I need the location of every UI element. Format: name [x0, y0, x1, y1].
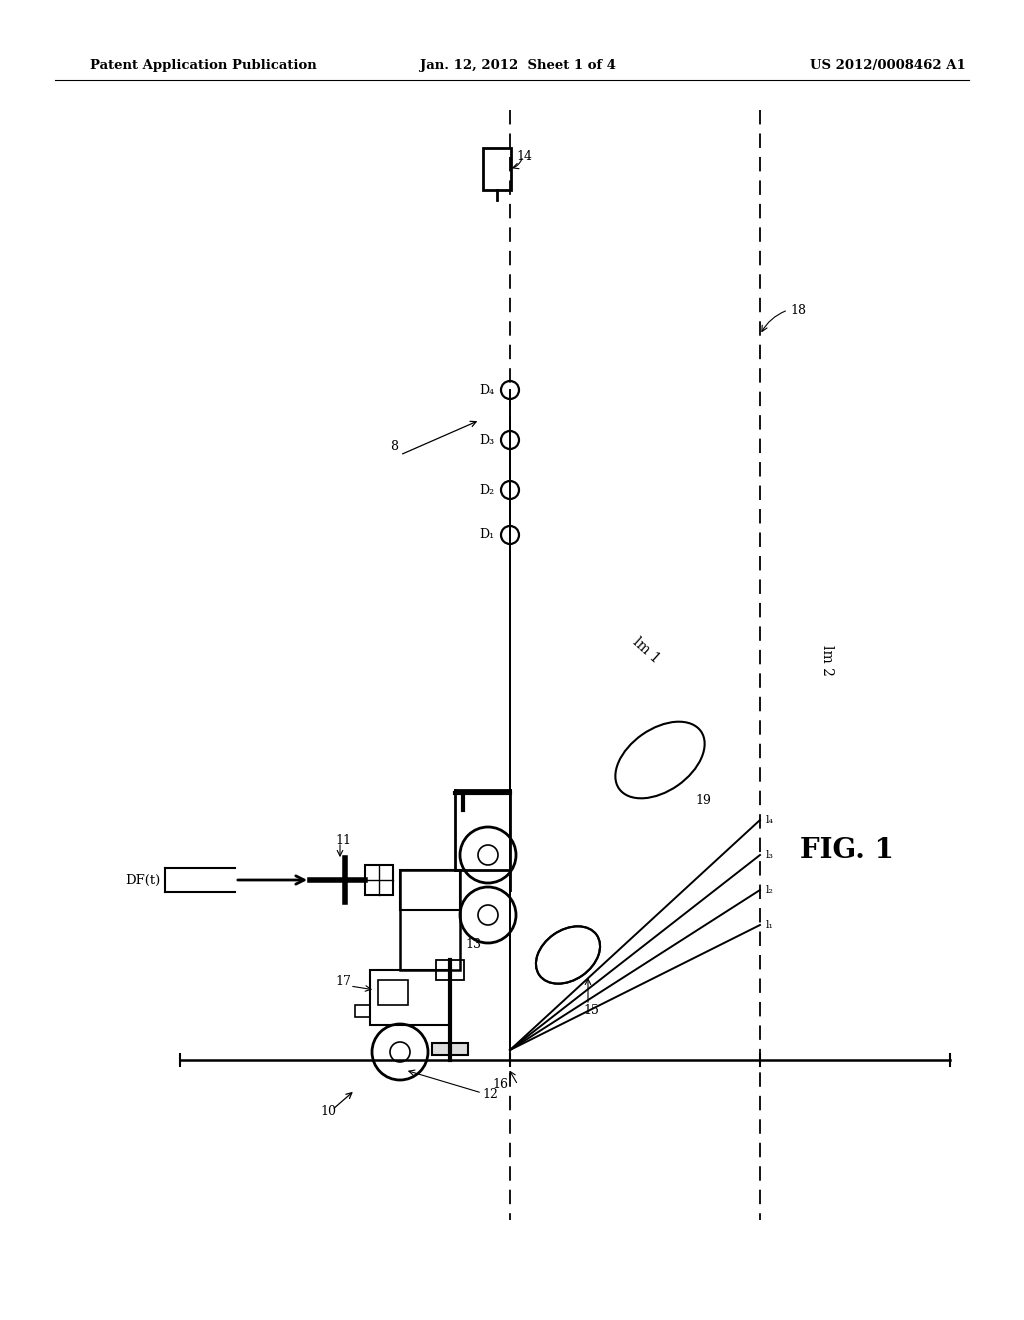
Bar: [370, 970, 450, 1026]
Text: 19: 19: [695, 793, 711, 807]
Text: l₄: l₄: [766, 814, 774, 825]
Text: D₁: D₁: [479, 528, 494, 541]
Bar: [378, 979, 408, 1005]
Text: 15: 15: [583, 1003, 599, 1016]
Bar: [355, 1005, 370, 1016]
Bar: [400, 870, 460, 970]
Bar: [400, 870, 460, 909]
Text: lm 1: lm 1: [630, 635, 663, 665]
Bar: [483, 148, 511, 190]
Text: l₂: l₂: [766, 884, 774, 895]
Text: DF(t): DF(t): [125, 874, 160, 887]
Text: l₁: l₁: [766, 920, 774, 931]
Text: 13: 13: [465, 939, 481, 952]
Text: 18: 18: [790, 304, 806, 317]
Text: 16: 16: [492, 1078, 508, 1092]
Text: 11: 11: [335, 833, 351, 846]
Bar: [436, 960, 464, 979]
Text: Jan. 12, 2012  Sheet 1 of 4: Jan. 12, 2012 Sheet 1 of 4: [420, 58, 616, 71]
Text: Patent Application Publication: Patent Application Publication: [90, 58, 316, 71]
Bar: [432, 1043, 468, 1055]
Text: FIG. 1: FIG. 1: [800, 837, 894, 863]
Text: 12: 12: [482, 1089, 498, 1101]
Text: lm 2: lm 2: [820, 644, 834, 676]
Text: D₄: D₄: [479, 384, 494, 396]
Text: 8: 8: [390, 440, 398, 453]
Text: US 2012/0008462 A1: US 2012/0008462 A1: [810, 58, 966, 71]
Text: l₃: l₃: [766, 850, 774, 861]
Text: D₂: D₂: [479, 483, 494, 496]
Text: 10: 10: [319, 1105, 336, 1118]
Text: D₃: D₃: [479, 433, 494, 446]
Bar: [365, 865, 393, 895]
Text: 14: 14: [516, 149, 532, 162]
Text: 17: 17: [335, 975, 351, 987]
